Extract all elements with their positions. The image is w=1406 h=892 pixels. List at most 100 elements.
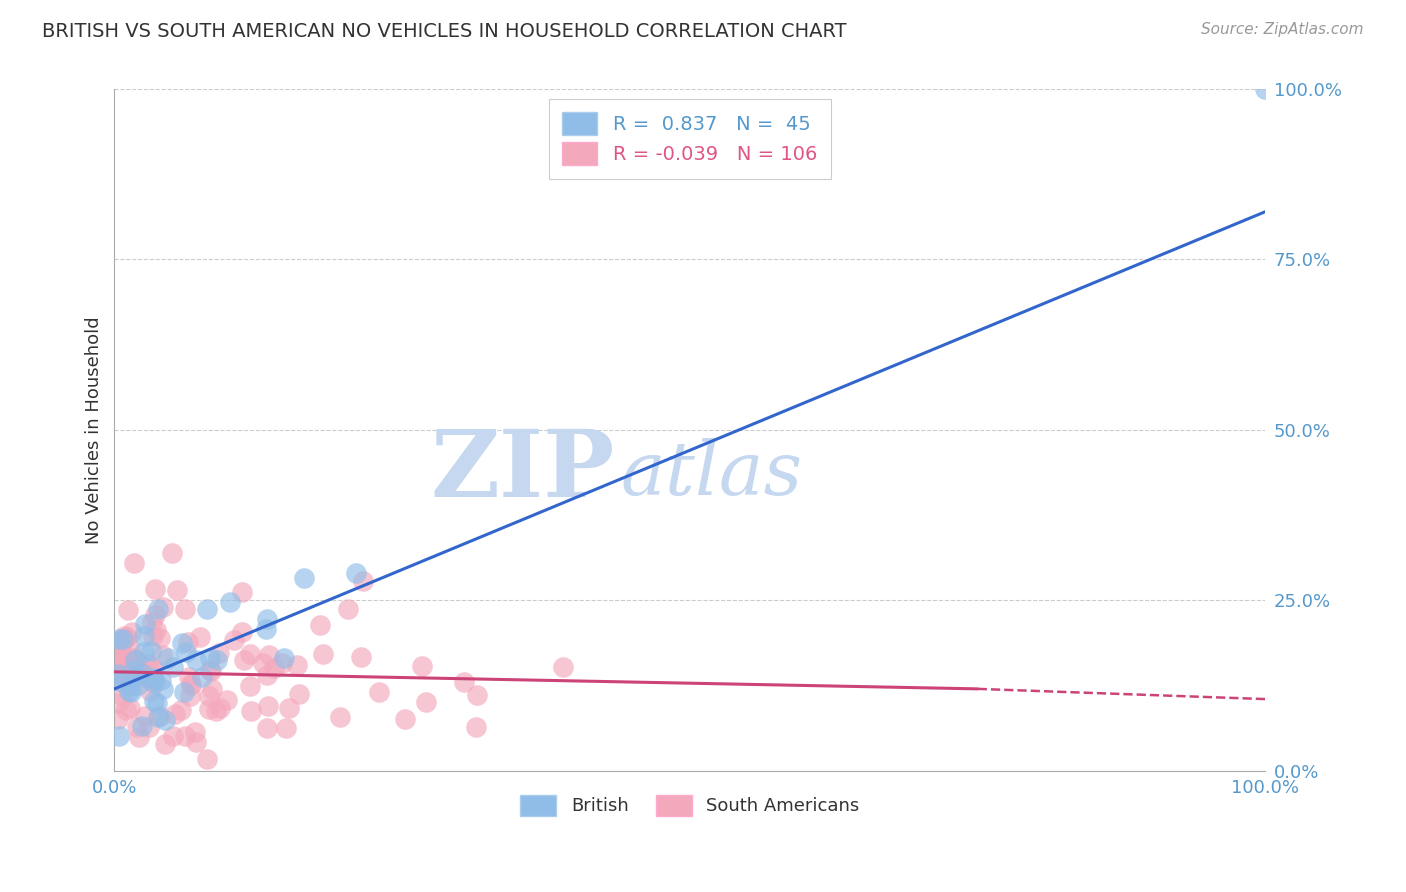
Point: [121, 650, 143, 665]
Point: [108, 655, 131, 669]
Point: [352, 574, 374, 588]
Point: [197, 752, 219, 766]
Point: [257, 648, 280, 662]
Point: [184, 725, 207, 739]
Point: [312, 647, 335, 661]
Point: [218, 595, 240, 609]
Point: [394, 713, 416, 727]
Point: [191, 670, 214, 684]
Point: [141, 674, 163, 689]
Point: [231, 624, 253, 639]
Point: [198, 663, 221, 677]
Point: [107, 712, 129, 726]
Point: [118, 700, 141, 714]
Point: [160, 546, 183, 560]
Point: [139, 644, 162, 658]
Point: [139, 673, 162, 687]
Point: [122, 663, 145, 677]
Point: [112, 632, 135, 646]
Point: [153, 713, 176, 727]
Point: [117, 668, 139, 682]
Point: [174, 729, 197, 743]
Point: [465, 721, 488, 735]
Point: [107, 652, 129, 666]
Legend: British, South Americans: British, South Americans: [513, 788, 866, 823]
Point: [174, 602, 197, 616]
Point: [200, 651, 222, 665]
Point: [271, 656, 294, 670]
Point: [131, 719, 153, 733]
Point: [208, 646, 231, 660]
Point: [124, 653, 146, 667]
Point: [166, 582, 188, 597]
Point: [208, 700, 231, 714]
Point: [173, 685, 195, 699]
Point: [200, 665, 222, 679]
Point: [122, 556, 145, 570]
Point: [120, 642, 142, 657]
Point: [177, 635, 200, 649]
Point: [125, 670, 148, 684]
Point: [252, 656, 274, 670]
Point: [157, 650, 180, 665]
Point: [145, 673, 167, 687]
Point: [231, 585, 253, 599]
Text: Source: ZipAtlas.com: Source: ZipAtlas.com: [1201, 22, 1364, 37]
Point: [148, 602, 170, 616]
Point: [180, 677, 202, 691]
Point: [274, 721, 297, 735]
Point: [207, 653, 229, 667]
Point: [139, 684, 162, 698]
Point: [111, 636, 134, 650]
Point: [132, 645, 155, 659]
Point: [134, 709, 156, 723]
Point: [344, 566, 367, 581]
Point: [132, 667, 155, 681]
Point: [198, 690, 221, 704]
Point: [127, 654, 149, 668]
Point: [110, 647, 132, 661]
Point: [215, 692, 238, 706]
Y-axis label: No Vehicles in Household: No Vehicles in Household: [86, 316, 103, 543]
Point: [149, 709, 172, 723]
Point: [204, 704, 226, 718]
Point: [143, 607, 166, 622]
Point: [152, 682, 174, 697]
Point: [127, 655, 149, 669]
Point: [239, 704, 262, 718]
Point: [143, 694, 166, 708]
Point: [110, 673, 132, 688]
Point: [107, 673, 129, 688]
Point: [197, 702, 219, 716]
Point: [138, 721, 160, 735]
Point: [367, 685, 389, 699]
Point: [125, 720, 148, 734]
Point: [155, 737, 177, 751]
Text: ZIP: ZIP: [430, 425, 614, 516]
Point: [141, 665, 163, 680]
Point: [169, 702, 191, 716]
Point: [150, 648, 173, 662]
Point: [254, 622, 277, 636]
Point: [108, 666, 131, 681]
Point: [184, 653, 207, 667]
Point: [172, 636, 194, 650]
Point: [146, 697, 169, 711]
Point: [121, 624, 143, 639]
Text: atlas: atlas: [621, 438, 803, 510]
Point: [148, 710, 170, 724]
Point: [111, 654, 134, 668]
Point: [141, 615, 163, 629]
Point: [239, 647, 262, 661]
Point: [415, 695, 437, 709]
Point: [232, 653, 254, 667]
Point: [143, 582, 166, 596]
Point: [118, 679, 141, 693]
Point: [107, 666, 129, 681]
Point: [112, 629, 135, 643]
Point: [124, 654, 146, 668]
Point: [350, 649, 373, 664]
Point: [107, 639, 129, 653]
Point: [142, 671, 165, 685]
Point: [411, 658, 433, 673]
